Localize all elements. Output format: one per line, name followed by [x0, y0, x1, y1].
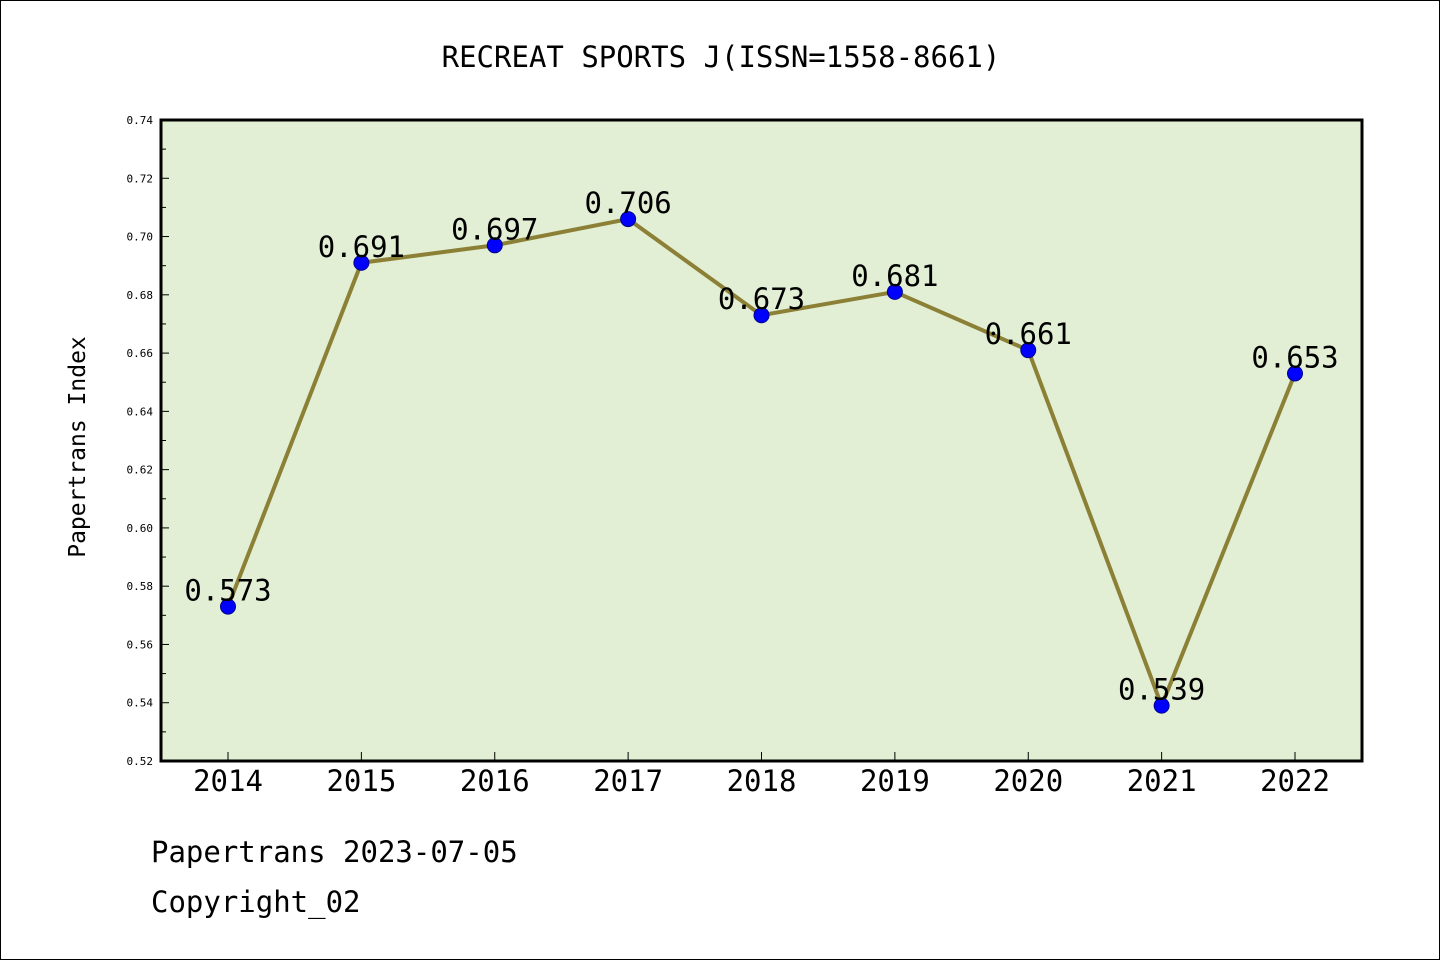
y-tick-label: 0.58: [127, 580, 154, 593]
x-tick-label: 2014: [193, 764, 263, 798]
data-label: 0.681: [851, 259, 938, 293]
y-tick-label: 0.56: [127, 638, 154, 651]
x-tick-label: 2017: [593, 764, 663, 798]
chart-title: RECREAT SPORTS J(ISSN=1558-8661): [442, 40, 1001, 74]
data-point: [353, 254, 370, 271]
y-tick-label: 0.52: [127, 755, 154, 768]
data-point: [620, 211, 637, 228]
data-point: [886, 283, 903, 300]
x-tick-label: 2016: [460, 764, 530, 798]
data-point: [220, 598, 236, 615]
y-tick-label: 0.74: [127, 114, 154, 127]
data-label: 0.653: [1251, 340, 1338, 374]
y-tick-label: 0.72: [127, 172, 154, 185]
data-point: [753, 307, 770, 324]
data-point: [1153, 697, 1170, 714]
y-tick-label: 0.66: [127, 347, 154, 360]
data-points: [220, 211, 1303, 714]
plot-area: [159, 118, 1364, 763]
data-point: [486, 237, 503, 254]
y-tick-label: 0.64: [127, 405, 154, 418]
x-tick-label: 2019: [860, 764, 930, 798]
y-tick-label: 0.70: [127, 231, 154, 244]
data-label: 0.661: [985, 317, 1072, 351]
y-tick-label: 0.60: [127, 522, 154, 535]
y-tick-label: 0.62: [127, 464, 154, 477]
y-tick-label: 0.54: [127, 697, 154, 710]
data-point: [1287, 365, 1303, 382]
y-axis-ticks: 0.52 0.54 0.56 0.58 0.60 0.62 0.64 0.66 0.68 0.70…: [127, 114, 169, 768]
x-tick-label: 2022: [1260, 764, 1330, 798]
footer-copyright: Copyright_02: [151, 885, 361, 919]
data-label: 0.697: [451, 212, 538, 246]
data-labels: 0.573 0.691 0.697 0.706 0.673 0.681 0.661 0.539…: [184, 186, 1338, 707]
data-label: 0.539: [1118, 673, 1205, 707]
x-tick-label: 2021: [1127, 764, 1197, 798]
data-label: 0.691: [318, 230, 405, 264]
x-tick-label: 2018: [727, 764, 797, 798]
x-axis-ticks: 2014 2015 2016 2017 2018 2019 2020 2021 2022: [193, 752, 1330, 798]
x-tick-label: 2015: [326, 764, 396, 798]
data-label: 0.706: [584, 186, 671, 220]
y-axis-label: Papertrans Index: [65, 336, 91, 558]
y-tick-label: 0.68: [127, 289, 154, 302]
data-label: 0.573: [184, 574, 271, 608]
footer-date: Papertrans 2023-07-05: [151, 835, 518, 869]
data-point: [1020, 342, 1037, 359]
data-label: 0.673: [718, 282, 805, 316]
x-tick-label: 2020: [993, 764, 1063, 798]
